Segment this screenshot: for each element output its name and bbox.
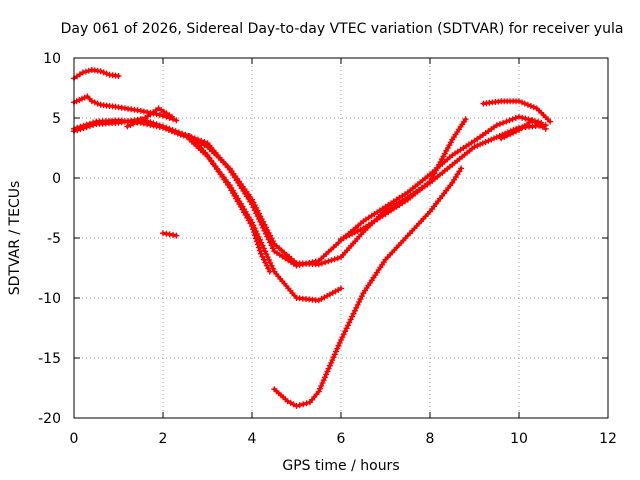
series-trace-9 bbox=[338, 116, 469, 243]
series-trace-10 bbox=[271, 165, 465, 409]
y-tick-label: -20 bbox=[38, 411, 61, 427]
series-markers bbox=[271, 165, 465, 409]
chart-title: Day 061 of 2026, Sidereal Day-to-day VTE… bbox=[61, 21, 624, 37]
series-markers bbox=[498, 117, 549, 142]
x-tick-label: 4 bbox=[248, 431, 257, 447]
x-tick-label: 8 bbox=[426, 431, 435, 447]
series-trace-6 bbox=[160, 230, 180, 239]
series-markers bbox=[338, 116, 469, 243]
axes: 0 2 4 6 8 10 12 -20 -15 -10 -5 0 5 10 bbox=[38, 51, 617, 447]
x-axis-label: GPS time / hours bbox=[282, 458, 399, 474]
x-tick-label: 12 bbox=[599, 431, 617, 447]
series-trace-12 bbox=[498, 117, 549, 142]
y-tick-label: -15 bbox=[38, 351, 61, 367]
y-tick-label: 10 bbox=[43, 51, 61, 67]
x-tick-label: 0 bbox=[70, 431, 79, 447]
series-markers bbox=[186, 136, 344, 304]
y-tick-label: 5 bbox=[52, 111, 61, 127]
x-tick-label: 10 bbox=[510, 431, 528, 447]
y-tick-label: -10 bbox=[38, 291, 61, 307]
series-markers bbox=[480, 98, 554, 125]
series-markers bbox=[124, 105, 175, 130]
x-tick-label: 2 bbox=[159, 431, 168, 447]
y-tick-label: 0 bbox=[52, 171, 61, 187]
series-trace-11 bbox=[480, 98, 554, 125]
x-tick-label: 6 bbox=[337, 431, 346, 447]
y-axis-label: SDTVAR / TECUs bbox=[7, 181, 23, 296]
series-trace-5 bbox=[124, 105, 175, 130]
series-markers bbox=[160, 230, 180, 239]
y-tick-label: -5 bbox=[47, 231, 61, 247]
series-trace-8 bbox=[186, 136, 344, 304]
